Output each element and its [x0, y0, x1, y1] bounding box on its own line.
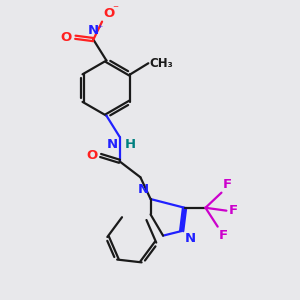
Text: $^{+}$: $^{+}$ [97, 23, 104, 32]
Text: F: F [219, 229, 228, 242]
Text: N: N [138, 183, 149, 196]
Text: CH₃: CH₃ [150, 57, 173, 70]
Text: N: N [184, 232, 196, 245]
Text: N: N [88, 24, 99, 37]
Text: $^{-}$: $^{-}$ [112, 4, 120, 14]
Text: F: F [223, 178, 232, 191]
Text: N: N [107, 138, 118, 151]
Text: O: O [86, 149, 97, 162]
Text: O: O [103, 7, 115, 20]
Text: O: O [61, 31, 72, 44]
Text: H: H [125, 138, 136, 151]
Text: F: F [229, 204, 238, 217]
